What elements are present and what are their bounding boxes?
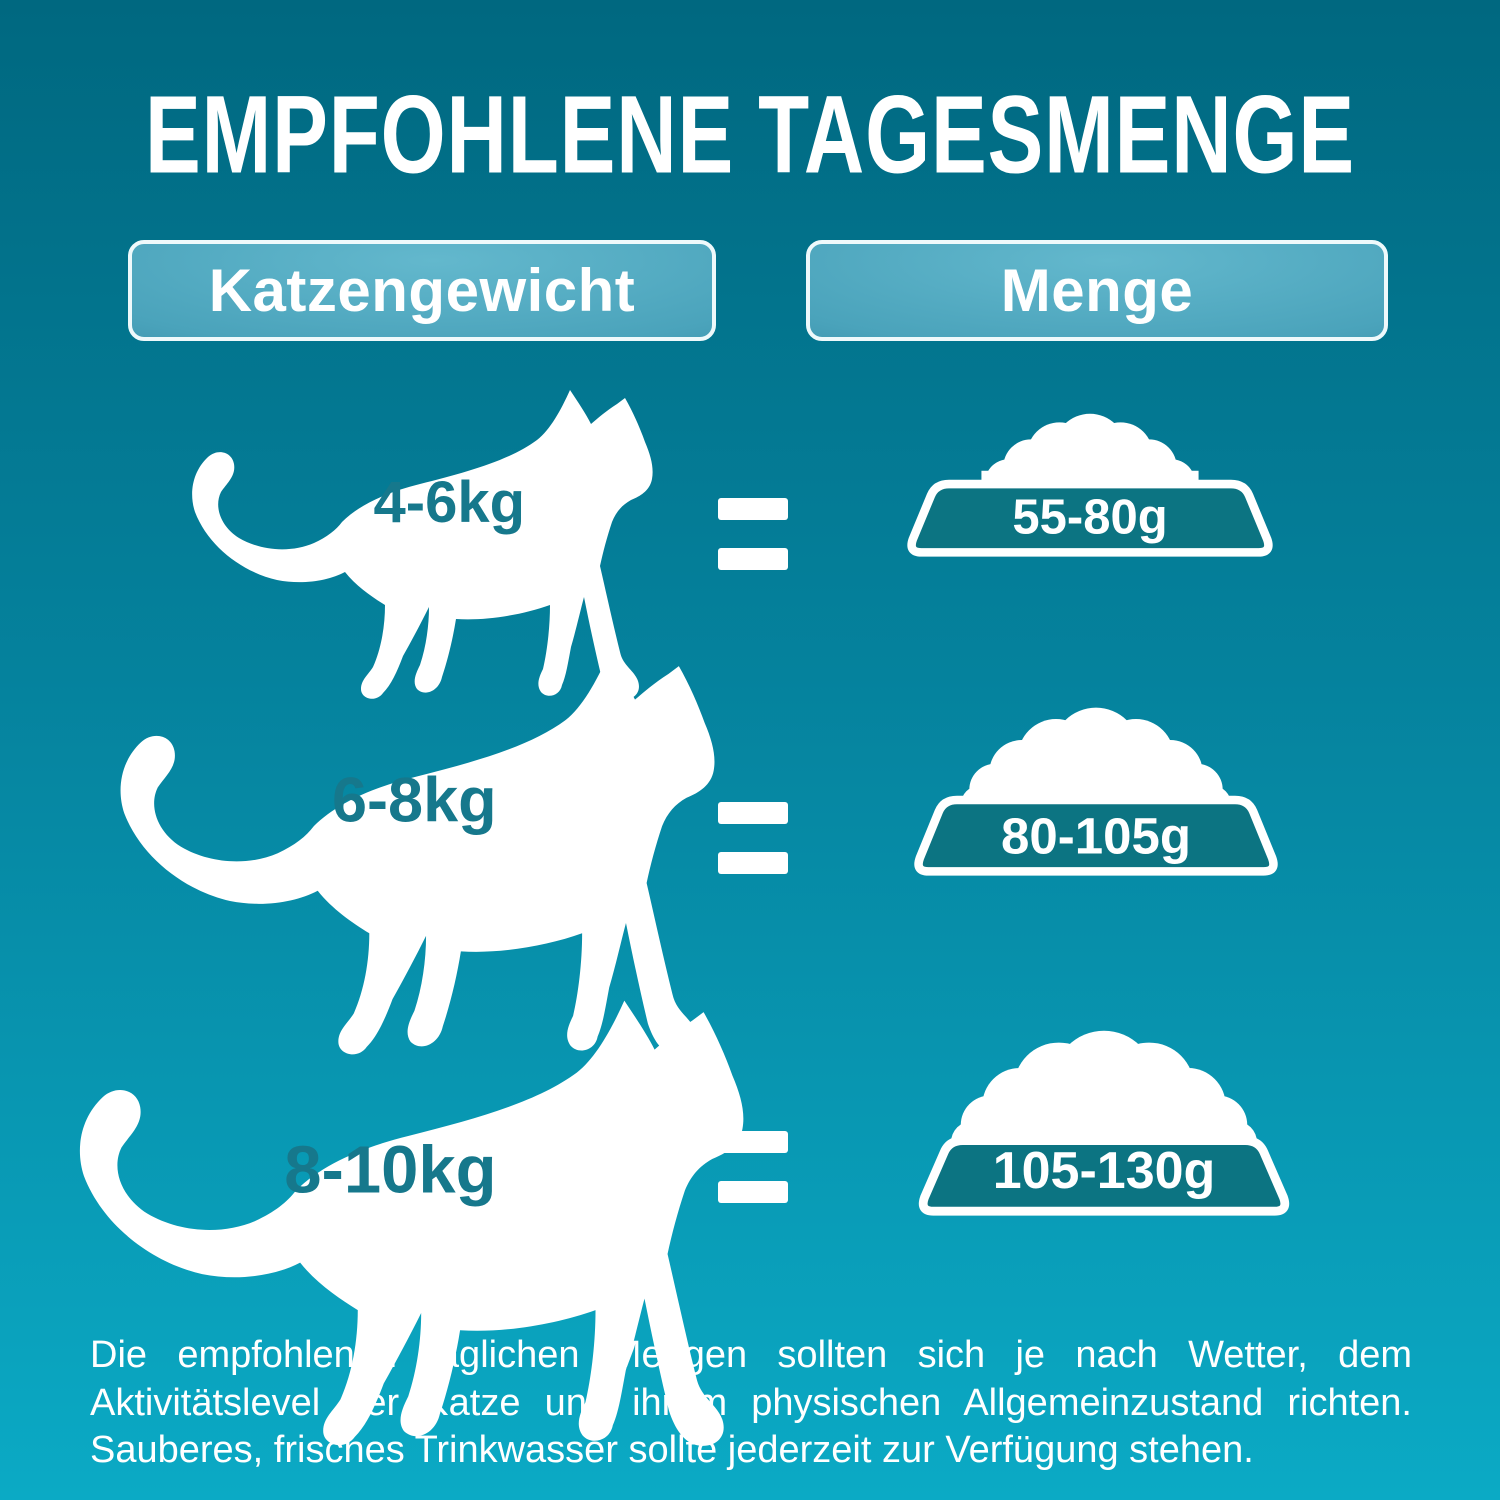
column-header-cat-weight: Katzengewicht xyxy=(128,240,716,341)
cat-weight-label: 6-8kg xyxy=(332,765,497,836)
equals-bottom-bar xyxy=(718,548,788,570)
equals-icon xyxy=(718,802,788,874)
table-row-2-bowl: 80-105g xyxy=(896,700,1296,879)
equals-icon xyxy=(718,1131,788,1203)
table-row-1-bowl: 55-80g xyxy=(890,410,1290,560)
equals-bottom-bar xyxy=(718,1181,788,1203)
food-bowl-icon xyxy=(907,413,1273,557)
food-bowl-icon xyxy=(918,1030,1290,1216)
cat-weight-label: 4-6kg xyxy=(373,469,526,535)
footnote-line-2: Aktivitätslevel der Katze und ihrem phys… xyxy=(90,1381,1412,1424)
equals-bottom-bar xyxy=(718,852,788,874)
amount-label: 80-105g xyxy=(1001,807,1191,865)
equals-top-bar xyxy=(718,802,788,824)
cat-weight-label: 8-10kg xyxy=(284,1132,497,1208)
amount-label: 105-130g xyxy=(992,1142,1216,1200)
footnote-line-1: Die empfohlenen täglichen Mengen sollten… xyxy=(90,1334,1412,1376)
page-title: EMPFOHLENE TAGESMENGE xyxy=(145,73,1355,197)
amount-label: 55-80g xyxy=(1012,490,1168,545)
table-row-2-cat: 6-8kg xyxy=(92,648,724,1074)
equals-icon xyxy=(718,498,788,570)
footnote: Die empfohlenen täglichen Mengen sollten… xyxy=(90,1332,1412,1475)
equals-top-bar xyxy=(718,1131,788,1153)
column-header-amount: Menge xyxy=(806,240,1388,341)
equals-top-bar xyxy=(718,498,788,520)
footnote-line-3: Sauberes, frisches Trinkwasser sollte je… xyxy=(90,1429,1254,1471)
food-bowl-icon xyxy=(914,707,1278,876)
table-row-3-cat: 8-10kg xyxy=(48,992,754,1467)
table-row-1-cat: 4-6kg xyxy=(170,384,660,714)
table-row-3-bowl: 105-130g xyxy=(898,1021,1310,1219)
